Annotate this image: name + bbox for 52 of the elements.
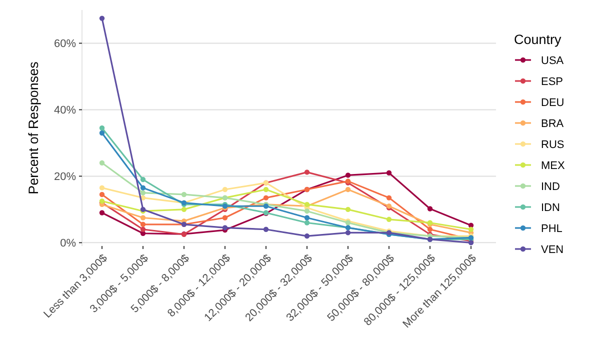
legend-label: DEU (541, 96, 564, 109)
point (140, 176, 146, 182)
point (99, 160, 105, 166)
point (99, 125, 105, 131)
point (427, 206, 433, 212)
legend-label: USA (541, 54, 564, 67)
legend-label: RUS (541, 138, 564, 151)
legend-label: BRA (541, 118, 564, 130)
point (345, 172, 351, 178)
point (304, 215, 310, 220)
point (468, 226, 474, 232)
point (99, 130, 105, 136)
point (345, 186, 351, 192)
point (304, 208, 310, 214)
y-tick-label: 60% (54, 38, 76, 50)
point (263, 195, 269, 200)
point (99, 16, 105, 21)
point (181, 192, 187, 198)
point (99, 210, 105, 216)
point (345, 206, 351, 212)
legend-label: ESP (541, 76, 564, 88)
point (140, 222, 146, 227)
point (386, 195, 392, 200)
legend-title: Country (514, 32, 562, 47)
point (140, 185, 146, 190)
y-axis-title: Percent of Responses (26, 61, 41, 194)
point (99, 192, 105, 198)
point (304, 220, 310, 226)
legend-label: IND (541, 180, 560, 193)
legend-label: VEN (541, 244, 564, 256)
y-tick-label: 20% (54, 171, 76, 184)
point (140, 190, 146, 196)
point (140, 226, 146, 232)
point (427, 226, 433, 232)
point (222, 186, 228, 192)
legend-label: IDN (541, 202, 560, 214)
point (263, 226, 269, 232)
point (222, 215, 228, 220)
point (181, 206, 187, 212)
point (386, 170, 392, 176)
y-tick-label: 0% (60, 238, 76, 250)
y-tick-label: 40% (54, 104, 76, 117)
legend-label: PHL (541, 222, 562, 235)
legend-label: MEX (541, 160, 566, 172)
point (386, 216, 392, 222)
point (99, 185, 105, 190)
point (140, 215, 146, 220)
point (304, 233, 310, 239)
point (345, 230, 351, 236)
point (263, 186, 269, 192)
point (222, 225, 228, 230)
point (304, 170, 310, 175)
